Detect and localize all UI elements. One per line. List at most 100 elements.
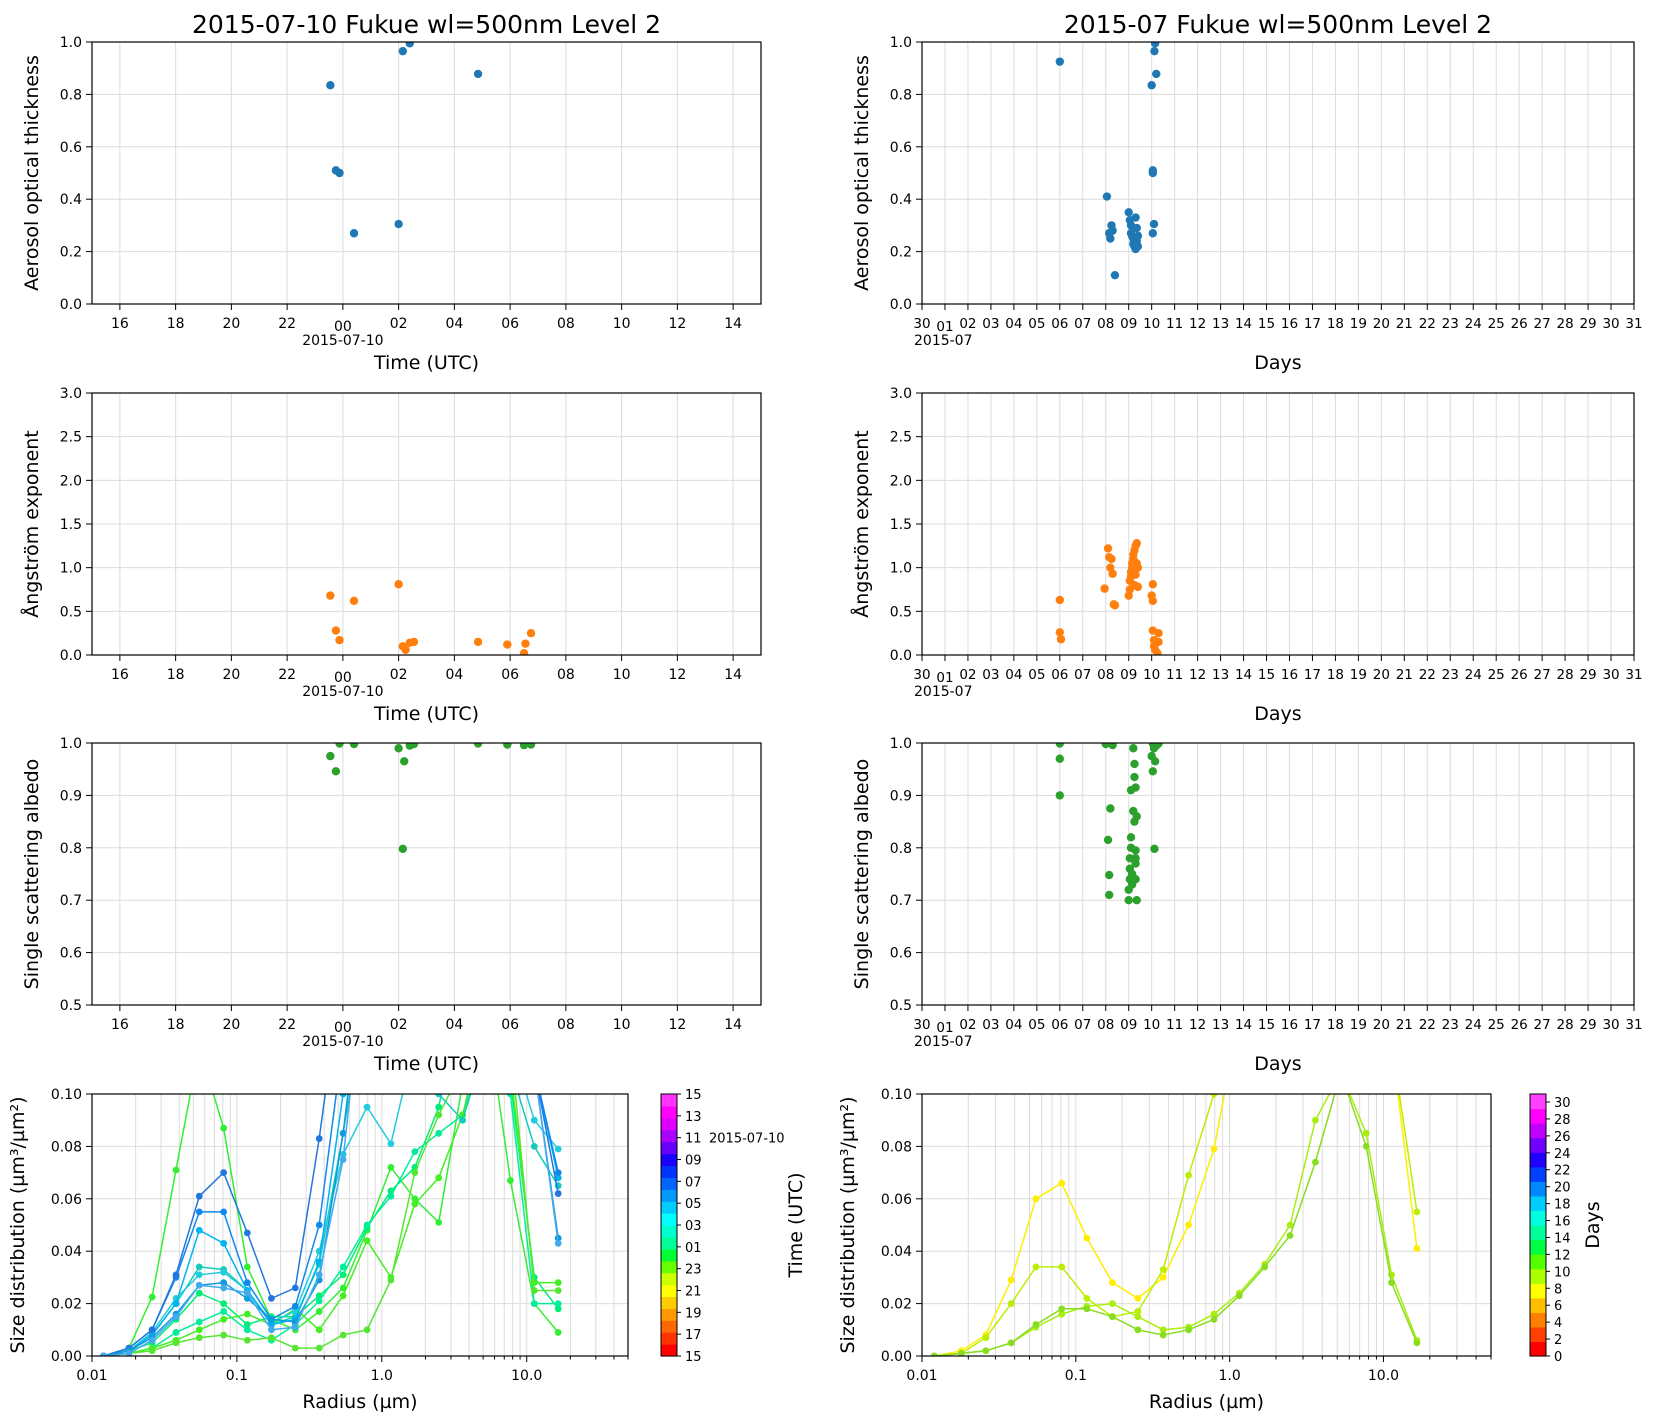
- grid: [921, 392, 1635, 656]
- x-tick-label: 09: [1120, 1017, 1137, 1033]
- series-point: [267, 1294, 275, 1302]
- series-point: [220, 1239, 228, 1247]
- series-point: [267, 1315, 275, 1323]
- data-point: [400, 757, 409, 766]
- data-point: [1148, 580, 1158, 589]
- series-point: [435, 1103, 443, 1111]
- series-point: [339, 1271, 347, 1279]
- colorbar-swatch: [661, 1141, 677, 1155]
- series-line: [103, 1094, 559, 1356]
- x-tick-label: 10.0: [511, 1368, 542, 1384]
- series-point: [220, 1279, 228, 1287]
- series-point: [315, 1297, 323, 1305]
- x-tick-label: 0.01: [76, 1368, 107, 1384]
- colorbar-swatch: [661, 1177, 677, 1190]
- series-point: [315, 1326, 323, 1334]
- x-tick-label: 23: [1442, 667, 1459, 683]
- chart-monthly_ae: 30 01 02 03 04 05 06 07 08 09 10 11 12 13 14 15 16 17 18 19…: [850, 386, 1643, 725]
- colorbar-swatch: [1530, 1123, 1546, 1139]
- series-point: [1109, 1300, 1116, 1307]
- colorbar-tick-label: 26: [1554, 1130, 1571, 1145]
- data-point: [1100, 584, 1109, 593]
- y-tick-label: 0.02: [881, 1297, 912, 1313]
- x-tick-label: 16: [1281, 1017, 1298, 1033]
- data-point: [1056, 635, 1066, 644]
- colorbar-label: Days: [1582, 1201, 1604, 1248]
- series-point: [267, 1334, 275, 1342]
- data-point: [1150, 46, 1159, 56]
- x-tick-label: 03: [982, 667, 999, 683]
- data-point: [405, 42, 414, 48]
- x-axis: 16 18 20 22 00 02 04 06 08 10 12 14 2015-07-10: [111, 304, 742, 349]
- series-line: [934, 1094, 1418, 1356]
- x-tick-label: 02: [390, 316, 408, 332]
- colorbar-swatch: [661, 1105, 677, 1119]
- x-tick-label: 14: [724, 1017, 742, 1033]
- colorbar-swatch: [1530, 1137, 1546, 1153]
- colorbar-swatch: [1530, 1094, 1546, 1110]
- series-point: [1083, 1234, 1091, 1242]
- x-tick-label: 29: [1579, 316, 1596, 332]
- data-point: [1150, 42, 1160, 48]
- data-point: [1133, 563, 1143, 572]
- x-tick-label: 06: [501, 1017, 519, 1033]
- data-point: [1131, 213, 1140, 222]
- x-tick-label: 16: [111, 316, 129, 332]
- colorbar-tick-label: 09: [685, 1154, 702, 1169]
- y-axis-label: Ångström exponent: [850, 430, 873, 618]
- series-point: [530, 1116, 538, 1124]
- date-label: 2015-07: [914, 333, 973, 349]
- series-point: [364, 829, 371, 836]
- data-point: [349, 743, 359, 749]
- series-point: [195, 1281, 203, 1289]
- data-layer: [100, 829, 562, 1356]
- series-point: [411, 829, 418, 836]
- data-point: [409, 743, 419, 749]
- y-axis: 0.00 0.02 0.04 0.06 0.08 0.10: [51, 1087, 92, 1365]
- y-tick-label: 0.5: [60, 998, 82, 1014]
- data-point: [519, 743, 529, 750]
- data-point: [349, 596, 359, 606]
- series-point: [1287, 986, 1294, 993]
- series-point: [291, 1344, 299, 1352]
- y-tick-label: 0.7: [60, 893, 82, 909]
- x-tick-label: 13: [1212, 1017, 1229, 1033]
- data-layer: [930, 986, 1421, 1356]
- series-point: [1134, 1294, 1142, 1302]
- series-point: [1312, 1038, 1319, 1045]
- data-layer: [1055, 743, 1163, 905]
- colorbar-swatch: [661, 1272, 677, 1286]
- x-axis: 16 18 20 22 00 02 04 06 08 10 12 14 2015-07-10: [111, 655, 742, 700]
- x-tick-label: 29: [1579, 1017, 1596, 1033]
- x-tick-label: 11: [1166, 1017, 1183, 1033]
- x-tick-label: 12: [668, 667, 686, 683]
- x-tick-label: 30: [913, 1017, 930, 1033]
- x-tick-label: 22: [278, 1017, 296, 1033]
- series-point: [1159, 1274, 1167, 1281]
- series-point: [1337, 986, 1344, 993]
- series-point: [1159, 1266, 1167, 1273]
- data-point: [1133, 582, 1143, 592]
- x-tick-label: 14: [1235, 667, 1252, 683]
- series-point: [1134, 1308, 1142, 1315]
- x-tick-label: 26: [1511, 316, 1528, 332]
- series-point: [483, 1012, 490, 1019]
- series-point: [554, 1300, 562, 1307]
- y-axis: 0.00 0.02 0.04 0.06 0.08 0.10: [881, 1087, 922, 1365]
- data-point: [1104, 870, 1114, 880]
- y-tick-label: 0.6: [890, 946, 912, 962]
- series-point: [554, 1279, 562, 1287]
- colorbar-tick-label: 8: [1554, 1282, 1562, 1297]
- x-tick-label: 30: [913, 667, 930, 683]
- plot-frame: [921, 41, 1635, 305]
- data-point: [1108, 569, 1117, 578]
- series-point: [1413, 1339, 1421, 1347]
- series-point: [531, 1064, 538, 1071]
- data-point: [1055, 754, 1065, 763]
- x-axis: 30 01 02 03 04 05 06 07 08 09 10 11 12 13 14 15 16 17 18 19…: [913, 304, 1643, 349]
- x-tick-label: 30: [1602, 1017, 1619, 1033]
- x-tick-label: 16: [111, 1017, 129, 1033]
- x-tick-label: 07: [1074, 316, 1091, 332]
- colorbar-swatch: [661, 1296, 677, 1309]
